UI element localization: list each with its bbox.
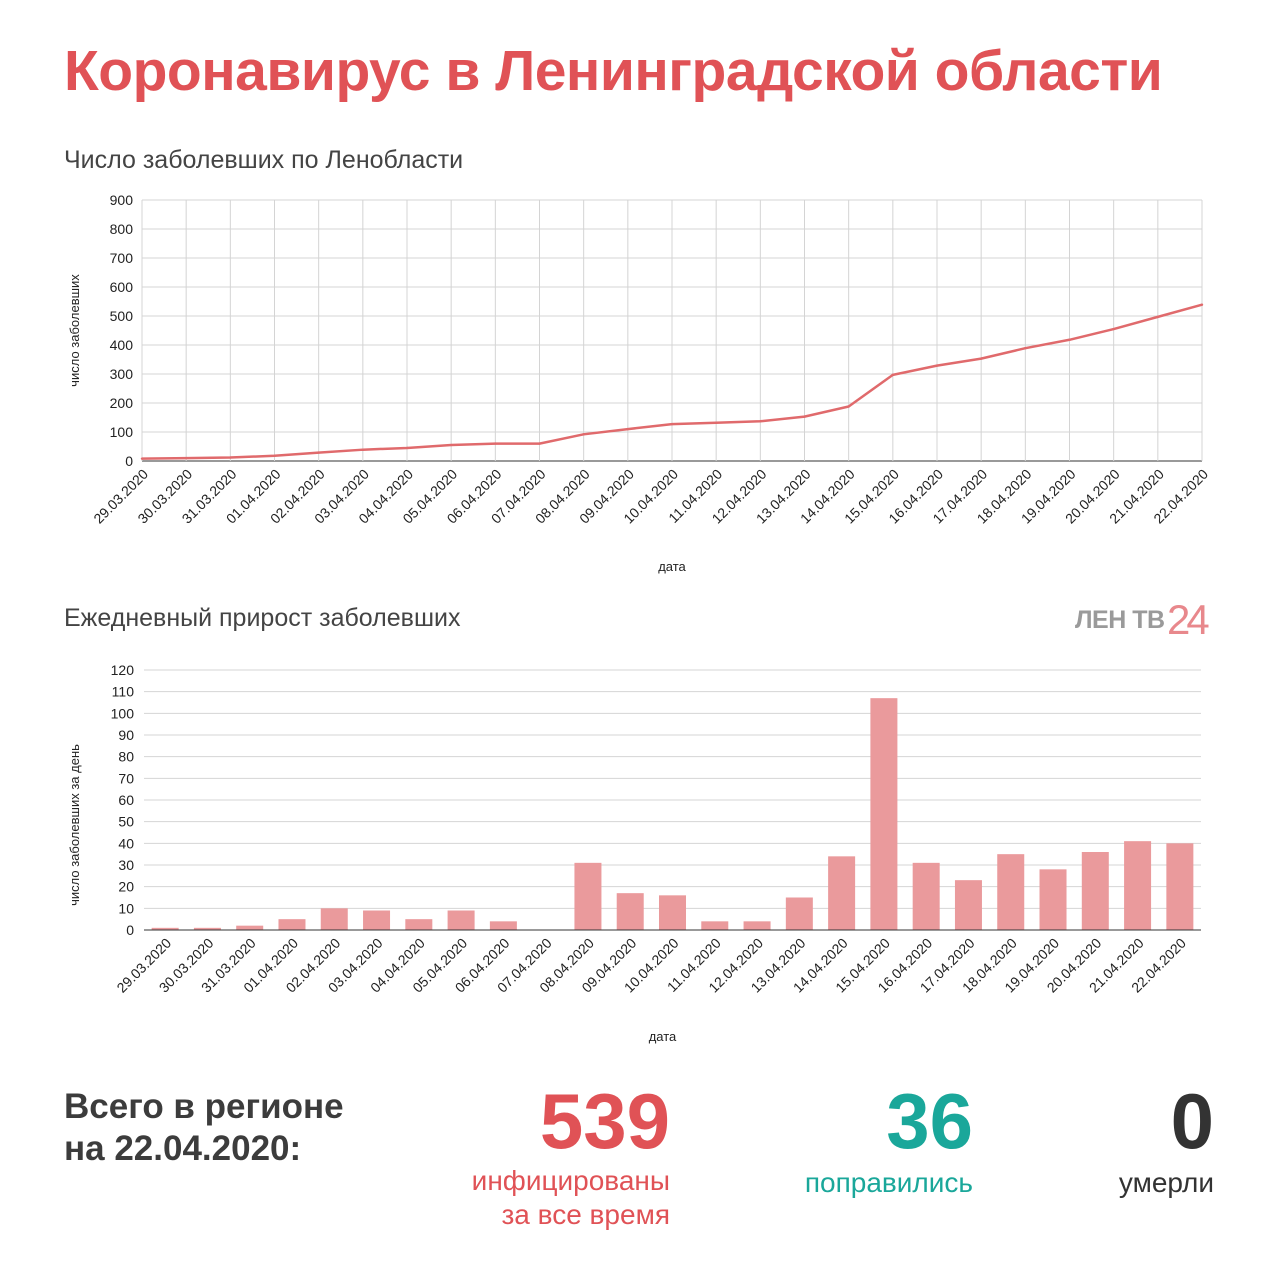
y-tick-label: 120 (111, 662, 135, 678)
data-point (140, 457, 144, 460)
data-point (361, 448, 365, 451)
bar (870, 698, 898, 930)
y-tick-label: 100 (110, 424, 134, 440)
bar (193, 927, 221, 930)
y-tick-label: 600 (110, 279, 134, 295)
y-tick-label: 60 (118, 792, 134, 808)
deaths-count: 0 (1170, 1077, 1214, 1165)
y-tick-label: 900 (110, 192, 134, 208)
data-point (273, 454, 276, 457)
data-point (714, 421, 718, 424)
bar (1081, 852, 1109, 930)
bar (659, 895, 686, 930)
y-tick-label: 200 (110, 395, 134, 411)
y-tick-label: 400 (110, 337, 134, 353)
data-point (1112, 327, 1115, 331)
x-axis-title: дата (658, 559, 686, 574)
page-title: Коронавирус в Ленинградской области (64, 39, 1163, 103)
y-tick-label: 300 (110, 366, 134, 382)
recovered-count: 36 (886, 1077, 973, 1165)
bar (1124, 841, 1152, 930)
y-tick-label: 0 (125, 453, 133, 469)
data-point (317, 451, 320, 454)
bar (574, 862, 602, 930)
y-tick-label: 90 (118, 727, 134, 743)
logo-text: ЛЕН ТВ (1075, 606, 1165, 634)
bar (1166, 843, 1194, 930)
bar (151, 927, 179, 930)
data-point (538, 442, 541, 445)
data-point (1068, 338, 1071, 341)
data-point (891, 373, 895, 377)
data-point (847, 405, 850, 408)
data-point (494, 442, 497, 445)
summary-label-line2: на 22.04.2020: (64, 1129, 302, 1168)
bar (363, 910, 391, 930)
data-point (229, 456, 232, 459)
bar (489, 921, 517, 930)
bar-chart-title: Ежедневный прирост заболевших (64, 604, 461, 632)
logo-number: 24 (1167, 596, 1210, 643)
deaths-caption: умерли (1118, 1167, 1214, 1198)
recovered-caption: поправились (804, 1167, 973, 1198)
bar (743, 921, 771, 930)
y-tick-label: 110 (112, 684, 135, 700)
bar (1039, 869, 1067, 930)
data-point (582, 433, 585, 436)
line-chart: 010020030040050060070080090029.03.202030… (67, 192, 1211, 574)
x-axis-title: дата (649, 1029, 677, 1044)
data-point (1024, 346, 1027, 350)
infected-count: 539 (539, 1077, 670, 1165)
bar (320, 908, 348, 930)
y-tick-label: 80 (118, 749, 134, 765)
bar (616, 893, 644, 930)
y-tick-label: 40 (118, 835, 134, 851)
data-point (803, 415, 806, 418)
y-tick-label: 70 (118, 770, 134, 786)
bar (236, 925, 264, 930)
y-tick-label: 800 (110, 221, 134, 237)
y-tick-label: 10 (118, 900, 134, 916)
bar (405, 919, 433, 930)
bar (278, 919, 306, 930)
data-point (184, 456, 188, 460)
lentv24-logo: ЛЕН ТВ 24 (1075, 596, 1210, 643)
bar (997, 854, 1025, 930)
y-tick-label: 0 (126, 922, 134, 938)
infected-caption-line2: за все время (501, 1199, 670, 1230)
y-tick-label: 30 (118, 857, 134, 873)
summary-label-line1: Всего в регионе (64, 1087, 344, 1126)
data-point (759, 420, 762, 423)
bar (954, 880, 982, 930)
y-axis-title: число заболевших за день (67, 744, 82, 906)
data-point (626, 427, 630, 431)
y-tick-label: 20 (118, 879, 134, 895)
y-tick-label: 100 (111, 705, 135, 721)
data-point (979, 357, 983, 360)
data-point (670, 422, 674, 426)
y-tick-label: 700 (110, 250, 134, 266)
bar (701, 921, 729, 930)
bar (447, 910, 475, 930)
data-point (1156, 315, 1160, 319)
infected-caption-line1: инфицированы (471, 1165, 670, 1196)
data-point (1200, 303, 1204, 306)
y-tick-label: 500 (110, 308, 134, 324)
bar (785, 897, 813, 930)
bar (828, 856, 856, 930)
y-tick-label: 50 (118, 814, 134, 830)
data-point (935, 364, 939, 367)
data-point (449, 443, 453, 447)
summary-label: Всего в регионе на 22.04.2020: (64, 1086, 344, 1170)
data-point (405, 446, 409, 450)
y-axis-title: число заболевших (67, 274, 82, 387)
bar (912, 862, 940, 930)
bar-chart: 010203040506070809010011012029.03.202030… (67, 662, 1201, 1044)
line-chart-title: Число заболевших по Ленобласти (64, 146, 464, 174)
infected-caption: инфицированы за все время (472, 1164, 670, 1232)
